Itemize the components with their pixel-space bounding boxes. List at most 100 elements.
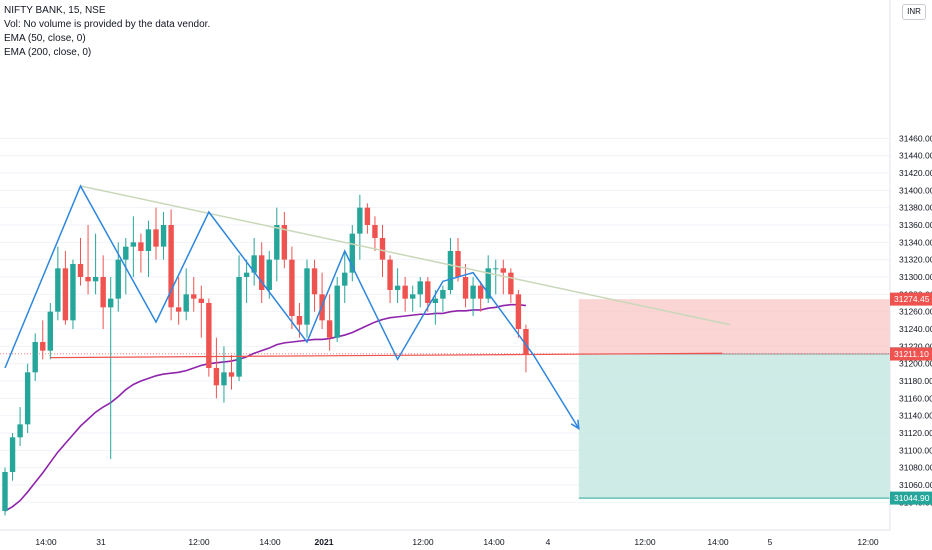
candle[interactable] xyxy=(213,337,220,399)
drawings[interactable] xyxy=(4,184,730,431)
candle[interactable] xyxy=(40,320,46,360)
legend-volume[interactable]: Vol: No volume is provided by the data v… xyxy=(4,19,211,30)
candle[interactable] xyxy=(372,216,378,251)
candle-body xyxy=(92,276,99,282)
candle[interactable] xyxy=(183,268,189,321)
candle[interactable] xyxy=(266,250,272,299)
candle[interactable] xyxy=(17,406,23,446)
candle[interactable] xyxy=(243,259,250,303)
target-zone[interactable] xyxy=(578,354,896,499)
time-tick-label: 2021 xyxy=(315,537,334,547)
candle[interactable] xyxy=(175,276,182,325)
legend-ema50[interactable]: EMA (50, close, 0) xyxy=(4,33,86,44)
candle[interactable] xyxy=(47,302,53,360)
candle[interactable] xyxy=(100,255,106,329)
candle[interactable] xyxy=(523,324,529,373)
candle-body xyxy=(123,246,129,260)
candle[interactable] xyxy=(198,285,204,338)
candle[interactable] xyxy=(2,467,8,516)
candle[interactable] xyxy=(326,294,333,351)
resistance-trendline[interactable] xyxy=(80,185,730,326)
candle[interactable] xyxy=(402,276,408,312)
candle[interactable] xyxy=(138,233,144,273)
candle[interactable] xyxy=(493,259,499,295)
candle[interactable] xyxy=(304,259,310,338)
candle[interactable] xyxy=(462,263,469,308)
price-tick-label: 31100.00 xyxy=(899,445,932,455)
currency-button[interactable]: INR xyxy=(902,4,926,20)
candle[interactable] xyxy=(334,276,340,342)
candle[interactable] xyxy=(410,285,416,312)
price-label-target[interactable]: 31044.90 xyxy=(890,491,932,505)
legend: NIFTY BANK, 15, NSE Vol: No volume is pr… xyxy=(4,4,210,60)
candle[interactable] xyxy=(259,242,265,303)
candle[interactable] xyxy=(515,289,522,338)
candle[interactable] xyxy=(221,346,227,403)
candle[interactable] xyxy=(274,207,280,282)
candle[interactable] xyxy=(191,276,197,312)
candle-body xyxy=(251,255,257,273)
time-tick-label: 14:00 xyxy=(35,537,57,547)
price-axis[interactable]: 31040.0031060.0031080.0031100.0031120.00… xyxy=(889,0,932,550)
candle[interactable] xyxy=(153,207,159,260)
candle-body xyxy=(17,424,23,438)
candle[interactable] xyxy=(394,268,401,303)
price-label-stop[interactable]: 31274.45 xyxy=(890,292,932,306)
candle[interactable] xyxy=(236,255,242,381)
candle[interactable] xyxy=(289,246,295,329)
candle[interactable] xyxy=(387,255,393,303)
legend-symbol[interactable]: NIFTY BANK, 15, NSE xyxy=(4,5,106,16)
candle-body xyxy=(515,294,522,329)
candle[interactable] xyxy=(440,285,446,312)
stop-loss-zone[interactable] xyxy=(578,299,896,355)
candle[interactable] xyxy=(281,211,288,269)
candle[interactable] xyxy=(455,237,461,282)
candle[interactable] xyxy=(477,281,484,312)
candle[interactable] xyxy=(32,333,38,381)
candle-body xyxy=(281,224,288,260)
candle[interactable] xyxy=(508,268,514,303)
candle[interactable] xyxy=(485,255,491,303)
candle[interactable] xyxy=(24,363,31,433)
candle[interactable] xyxy=(357,194,363,260)
candle[interactable] xyxy=(228,354,235,390)
candle-body xyxy=(402,285,408,299)
candle[interactable] xyxy=(470,276,476,316)
candle[interactable] xyxy=(145,220,152,277)
candle[interactable] xyxy=(108,276,114,459)
price-tick-label: 31440.00 xyxy=(899,151,932,161)
candle[interactable] xyxy=(62,250,69,325)
price-tick-label: 31360.00 xyxy=(899,220,932,230)
candle[interactable] xyxy=(160,211,167,260)
candle[interactable] xyxy=(55,246,61,321)
candle-body xyxy=(477,285,484,299)
price-tick-label: 31060.00 xyxy=(899,480,932,490)
time-tick-label: 5 xyxy=(768,537,773,547)
candle[interactable] xyxy=(85,224,91,295)
candle[interactable] xyxy=(130,216,137,277)
candle[interactable] xyxy=(364,203,371,234)
support-line[interactable] xyxy=(50,352,723,359)
price-label-text: 31274.45 xyxy=(894,294,930,304)
candle[interactable] xyxy=(9,432,16,481)
candle-body xyxy=(425,281,431,303)
candle[interactable] xyxy=(70,259,76,329)
candle[interactable] xyxy=(311,259,318,312)
candle[interactable] xyxy=(206,298,212,377)
candle-body xyxy=(266,259,272,290)
candle[interactable] xyxy=(349,224,355,282)
legend-ema200[interactable]: EMA (200, close, 0) xyxy=(4,47,92,58)
candle[interactable] xyxy=(251,237,257,286)
candle[interactable] xyxy=(417,276,423,308)
candle-body xyxy=(326,320,333,338)
time-axis[interactable]: 14:00 31 12:00 14:00 2021 12:00 14:00 4 12:00 14:… xyxy=(0,529,932,550)
candle-body xyxy=(523,328,529,355)
candle[interactable] xyxy=(168,209,174,321)
candle[interactable] xyxy=(447,237,454,295)
price-label-entry[interactable]: 31211.10 xyxy=(890,347,932,361)
pattern-path[interactable] xyxy=(4,184,580,430)
candle[interactable] xyxy=(92,233,99,295)
candle[interactable] xyxy=(77,237,84,286)
candle[interactable] xyxy=(342,250,348,303)
